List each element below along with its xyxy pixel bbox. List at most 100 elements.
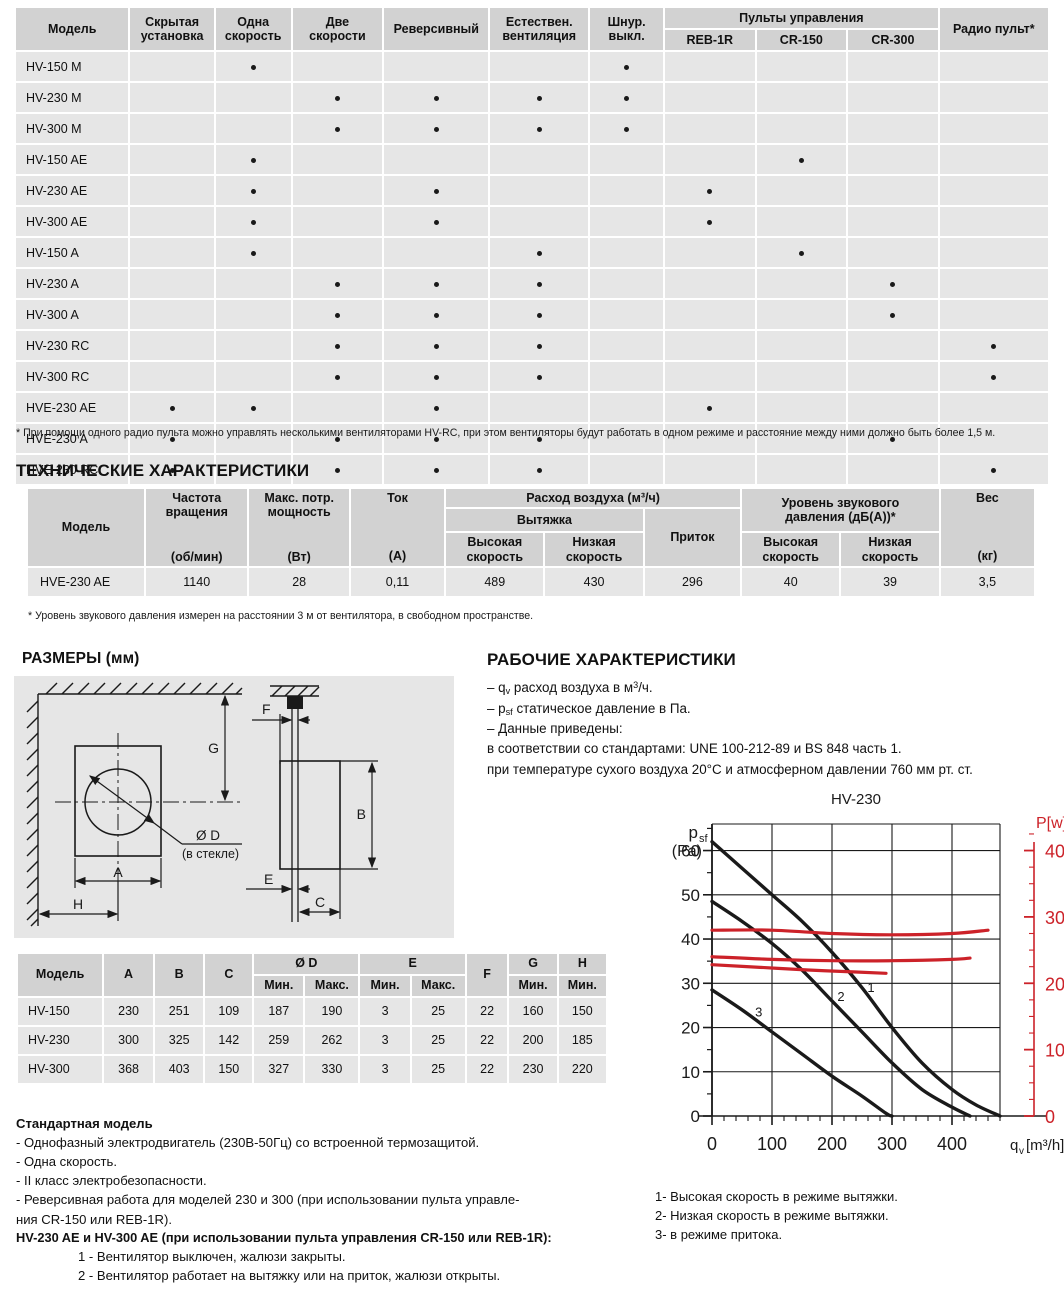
bullet-dot-icon bbox=[798, 157, 804, 163]
tech-header-extract: Вытяжка bbox=[446, 509, 643, 532]
dims-cell-F: 22 bbox=[466, 1026, 508, 1054]
tech-table-body: HVE-230 AE 1140 28 0,11 489 430 296 40 39 3,5 bbox=[28, 567, 1034, 596]
feature-empty-cell bbox=[215, 331, 291, 360]
chart-series-p-low bbox=[710, 955, 972, 963]
chart-y-tick-label: 60 bbox=[681, 842, 700, 861]
chart-annotation-2: 2 bbox=[837, 989, 844, 1004]
feature-empty-cell bbox=[756, 83, 847, 112]
feature-empty-cell bbox=[939, 207, 1048, 236]
bullet-dot-icon bbox=[334, 312, 340, 318]
tech-table: Модель Частота вращения (об/мин) Макс. по… bbox=[26, 487, 1036, 598]
tech-cell-rpm: 1140 bbox=[145, 567, 248, 596]
models-row-model: HV-230 A bbox=[16, 269, 129, 298]
feature-dot-cell bbox=[848, 424, 938, 453]
tech-cell-noise-low: 39 bbox=[841, 567, 939, 596]
feature-dot-cell bbox=[130, 424, 214, 453]
chart-series-2 bbox=[710, 899, 972, 1118]
models-row-model: HV-230 RC bbox=[16, 331, 129, 360]
dims-cell-H: 150 bbox=[558, 997, 606, 1025]
feature-empty-cell bbox=[292, 393, 383, 422]
bullet-dot-icon bbox=[433, 188, 439, 194]
feature-empty-cell bbox=[756, 114, 847, 143]
feature-dot-cell bbox=[939, 455, 1048, 484]
glass-lines bbox=[291, 709, 299, 922]
bullet-dot-icon bbox=[433, 219, 439, 225]
feature-empty-cell bbox=[939, 238, 1048, 267]
feature-empty-cell bbox=[130, 114, 214, 143]
dim-B bbox=[340, 760, 378, 870]
feature-dot-cell bbox=[939, 331, 1048, 360]
dims-header-G: G bbox=[509, 954, 557, 974]
dims-cell-E-min: 3 bbox=[360, 1026, 410, 1054]
chart-series-3 bbox=[710, 988, 894, 1118]
tech-header-intake: Приток bbox=[644, 509, 741, 566]
dim-D-leader bbox=[89, 775, 242, 845]
feature-empty-cell bbox=[665, 83, 755, 112]
feature-empty-cell bbox=[756, 207, 847, 236]
table-row: HVE-230 AE bbox=[16, 393, 1048, 422]
bullet-dot-icon bbox=[991, 374, 997, 380]
header-model: Модель bbox=[16, 8, 129, 50]
dimensions-table-head: Модель A B C Ø D E F G H Мин. Макс. Мин.… bbox=[18, 954, 606, 996]
bullet-dot-icon bbox=[334, 467, 340, 473]
feature-empty-cell bbox=[756, 300, 847, 329]
dims-cell-B: 325 bbox=[154, 1026, 204, 1054]
perf-note-1: – psf статическое давление в Па. bbox=[487, 700, 691, 717]
feature-empty-cell bbox=[384, 145, 489, 174]
feature-empty-cell bbox=[665, 269, 755, 298]
feature-empty-cell bbox=[665, 362, 755, 391]
header-radio-remote: Радио пульт* bbox=[939, 8, 1048, 50]
standard-model-sub-0: 1 - Вентилятор выключен, жалюзи закрыты. bbox=[78, 1249, 346, 1265]
feature-empty-cell bbox=[848, 238, 938, 267]
table-row: HVE-230 A bbox=[16, 424, 1048, 453]
wall-hatch-left bbox=[26, 694, 39, 927]
feature-empty-cell bbox=[590, 269, 664, 298]
header-cr-150: CR-150 bbox=[756, 30, 847, 50]
bullet-dot-icon bbox=[250, 64, 256, 70]
dims-cell-A: 230 bbox=[104, 997, 153, 1025]
feature-empty-cell bbox=[590, 145, 664, 174]
bullet-dot-icon bbox=[890, 281, 896, 287]
bullet-dot-icon bbox=[624, 95, 630, 101]
perf-note-3: в соответствии со стандартами: UNE 100-2… bbox=[487, 741, 902, 757]
header-two-speeds: Две скорости bbox=[292, 8, 383, 50]
chart-annotation-3: 3 bbox=[755, 1004, 762, 1019]
bullet-dot-icon bbox=[536, 281, 542, 287]
tech-cell-intake: 296 bbox=[644, 567, 741, 596]
feature-dot-cell bbox=[215, 145, 291, 174]
tech-header-weight-unit: (кг) bbox=[977, 549, 998, 564]
tech-table-container: Модель Частота вращения (об/мин) Макс. по… bbox=[26, 487, 1036, 598]
tech-header-weight: Вес (кг) bbox=[940, 489, 1034, 566]
tech-header-noise-high: Высокая скорость bbox=[742, 533, 840, 566]
dims-header-row-2: Мин. Макс. Мин. Макс. Мин. Мин. bbox=[18, 975, 606, 996]
header-control-panels: Пульты управления bbox=[665, 8, 938, 28]
feature-dot-cell bbox=[590, 52, 664, 81]
dims-header-D-min: Мин. bbox=[254, 975, 304, 996]
feature-dot-cell bbox=[292, 269, 383, 298]
feature-empty-cell bbox=[848, 362, 938, 391]
feature-empty-cell bbox=[848, 207, 938, 236]
feature-empty-cell bbox=[848, 83, 938, 112]
chart-series-1 bbox=[710, 839, 1002, 1118]
feature-dot-cell bbox=[490, 362, 589, 391]
feature-empty-cell bbox=[848, 455, 938, 484]
dims-header-H: H bbox=[558, 954, 606, 974]
feature-dot-cell bbox=[384, 455, 489, 484]
dims-cell-D-max: 330 bbox=[305, 1055, 359, 1083]
chart-y-tick-label: 10 bbox=[681, 1063, 700, 1082]
bullet-dot-icon bbox=[169, 436, 175, 442]
bullet-dot-icon bbox=[433, 95, 439, 101]
dim-F bbox=[252, 714, 310, 764]
bullet-dot-icon bbox=[433, 405, 439, 411]
chart-y2-tick-label: 40 bbox=[1045, 842, 1064, 862]
chart-x-tick-label: 100 bbox=[757, 1134, 787, 1154]
standard-model-line-1: - Одна скорость. bbox=[16, 1154, 117, 1170]
tech-header-rpm-unit: (об/мин) bbox=[170, 549, 223, 564]
feature-empty-cell bbox=[848, 52, 938, 81]
bullet-dot-icon bbox=[890, 436, 896, 442]
chart-x-axis-unit: [m³/h] bbox=[1026, 1137, 1064, 1154]
feature-empty-cell bbox=[756, 52, 847, 81]
models-table: Модель Скрытая установка Одна скорость Две… bbox=[14, 6, 1050, 486]
dims-cell-C: 109 bbox=[205, 997, 253, 1025]
